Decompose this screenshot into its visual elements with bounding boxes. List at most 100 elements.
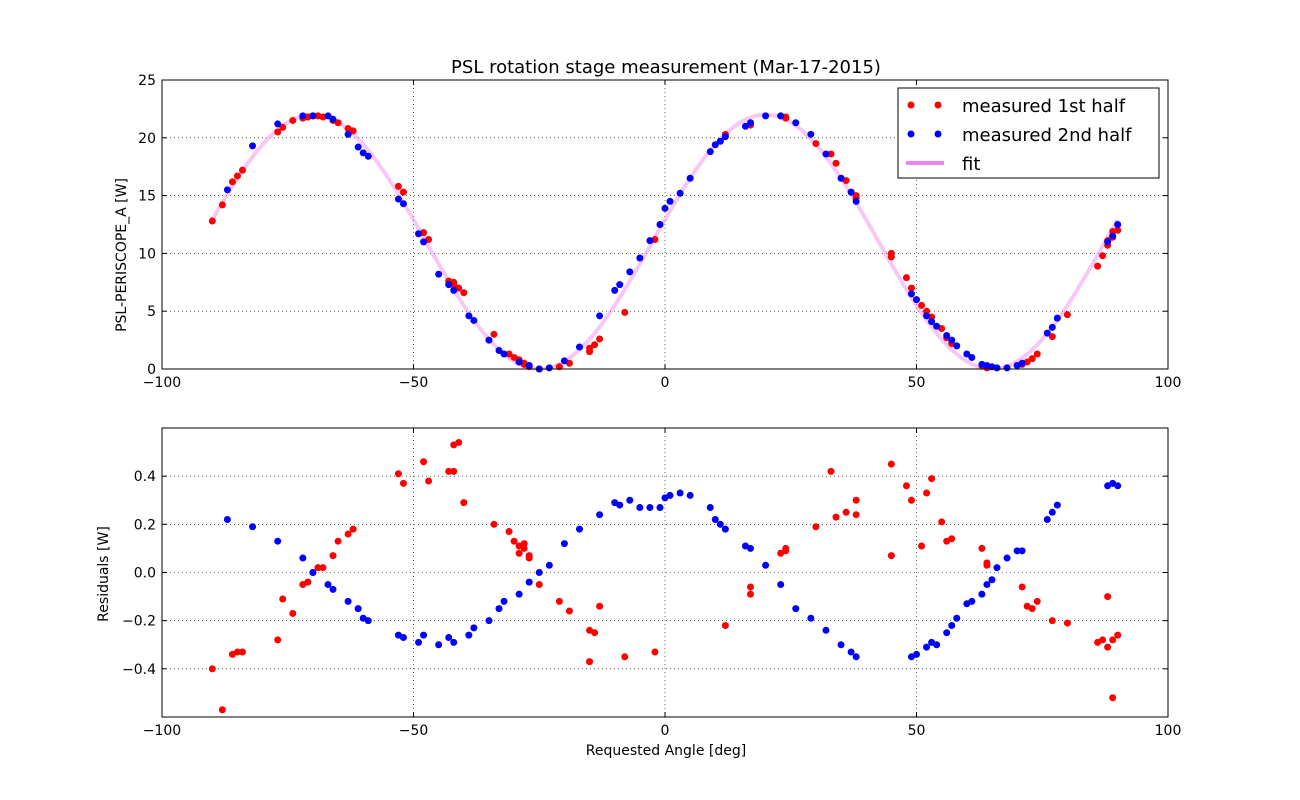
- bottom-chart-point: [415, 638, 423, 646]
- bottom-chart-point: [425, 477, 433, 485]
- top-chart-point: [1053, 314, 1061, 322]
- bottom-chart-point: [349, 525, 357, 533]
- top-chart-point: [676, 189, 684, 197]
- bottom-chart-point: [1104, 643, 1112, 651]
- top-chart-point: [716, 137, 724, 145]
- bottom-chart-point: [978, 590, 986, 598]
- bottom-chart-series-1st-half: [208, 438, 1122, 714]
- top-chart-point: [1094, 262, 1102, 270]
- top-chart-point: [349, 127, 357, 135]
- bottom-chart-point: [460, 499, 468, 507]
- top-chart-point: [837, 174, 845, 182]
- top-chart-series-2nd-half: [223, 112, 1122, 373]
- top-chart-point: [334, 119, 342, 127]
- bottom-chart-point: [626, 496, 634, 504]
- bottom-chart-point: [495, 605, 503, 613]
- top-chart-x-tick-label: −100: [143, 375, 181, 391]
- bottom-chart-point: [822, 626, 830, 634]
- bottom-chart-point: [465, 631, 473, 639]
- top-chart-y-tick-label: 10: [138, 246, 156, 262]
- top-chart-y-tick-label: 25: [138, 73, 156, 89]
- top-chart-point: [596, 335, 604, 343]
- bottom-chart-point: [666, 491, 674, 499]
- bottom-chart-point: [364, 617, 372, 625]
- bottom-chart-point: [616, 501, 624, 509]
- bottom-chart-point: [1018, 547, 1026, 555]
- bottom-chart-point: [852, 496, 860, 504]
- top-chart-point: [626, 268, 634, 276]
- top-chart-point: [887, 253, 895, 261]
- top-chart-y-tick-label: 0: [147, 362, 156, 378]
- bottom-chart-point: [525, 578, 533, 586]
- bottom-chart-ticks: −100 −50 0 50 100 −0.4 −0.2 0.0 0.2 0.4: [122, 428, 1181, 739]
- top-chart-point: [591, 341, 599, 349]
- top-chart-point: [460, 289, 468, 297]
- bottom-chart-point: [319, 564, 327, 572]
- top-chart-point: [963, 350, 971, 358]
- top-chart-point: [399, 188, 407, 196]
- top-chart-point: [1109, 232, 1117, 240]
- bottom-chart-point: [953, 614, 961, 622]
- top-chart-point: [420, 238, 428, 246]
- bottom-chart-point: [445, 467, 453, 475]
- top-chart-point: [666, 197, 674, 205]
- bottom-chart-point: [420, 458, 428, 466]
- bottom-chart-point: [852, 653, 860, 661]
- bottom-chart-point: [500, 597, 508, 605]
- legend-marker-1st-half-a: [907, 101, 915, 109]
- top-chart-point: [344, 130, 352, 138]
- bottom-chart-point: [399, 479, 407, 487]
- top-chart-point: [1104, 238, 1112, 246]
- bottom-chart-x-tick-label: −100: [143, 723, 181, 739]
- top-chart-point: [470, 316, 478, 324]
- chart-title: PSL rotation stage measurement (Mar-17-2…: [451, 57, 881, 78]
- legend: measured 1st half measured 2nd half fit: [897, 87, 1160, 179]
- top-chart-point: [274, 120, 282, 128]
- bottom-chart-point: [329, 585, 337, 593]
- top-chart-point: [545, 364, 553, 372]
- top-chart-point: [646, 237, 654, 245]
- bottom-chart-point: [329, 552, 337, 560]
- bottom-chart-point: [238, 648, 246, 656]
- top-chart-point: [364, 152, 372, 160]
- bottom-chart-point: [711, 516, 719, 524]
- bottom-chart-point: [983, 581, 991, 589]
- top-chart-point: [907, 284, 915, 292]
- bottom-chart-point: [304, 578, 312, 586]
- top-chart-point: [616, 281, 624, 289]
- bottom-chart-point: [591, 629, 599, 637]
- top-chart-point: [309, 112, 317, 120]
- bottom-chart-point: [847, 648, 855, 656]
- top-chart-point: [747, 119, 755, 127]
- top-chart-x-tick-label: 100: [1155, 375, 1182, 391]
- top-chart-point: [505, 350, 513, 358]
- top-chart-point: [233, 172, 241, 180]
- bottom-chart-point: [314, 564, 322, 572]
- bottom-chart-x-axis-label: Requested Angle [deg]: [586, 743, 746, 759]
- top-chart-point: [1063, 311, 1071, 319]
- top-chart-point: [525, 362, 533, 370]
- bottom-chart-point: [505, 528, 513, 536]
- top-chart: −100 −50 0 50 100 0 5 10 15 20 25 PSL rotation sta…: [114, 57, 1181, 391]
- bottom-chart-point: [943, 629, 951, 637]
- top-chart-point: [490, 330, 498, 338]
- bottom-chart-point: [223, 516, 231, 524]
- top-chart-point: [555, 363, 563, 371]
- bottom-chart-point: [721, 621, 729, 629]
- bottom-chart-point: [515, 549, 523, 557]
- bottom-chart-point: [676, 489, 684, 497]
- legend-marker-2nd-half-a: [907, 130, 915, 138]
- top-chart-point: [847, 188, 855, 196]
- bottom-chart-point: [651, 648, 659, 656]
- top-chart-point: [274, 128, 282, 136]
- top-chart-point: [706, 148, 714, 156]
- bottom-chart-y-tick-label: 0.0: [134, 566, 156, 582]
- top-chart-point: [394, 195, 402, 203]
- bottom-chart-point: [208, 665, 216, 673]
- top-chart-points: [208, 112, 1122, 373]
- bottom-chart-point: [233, 648, 241, 656]
- top-chart-point: [515, 358, 523, 366]
- top-chart-point: [943, 331, 951, 339]
- top-chart-point: [586, 344, 594, 352]
